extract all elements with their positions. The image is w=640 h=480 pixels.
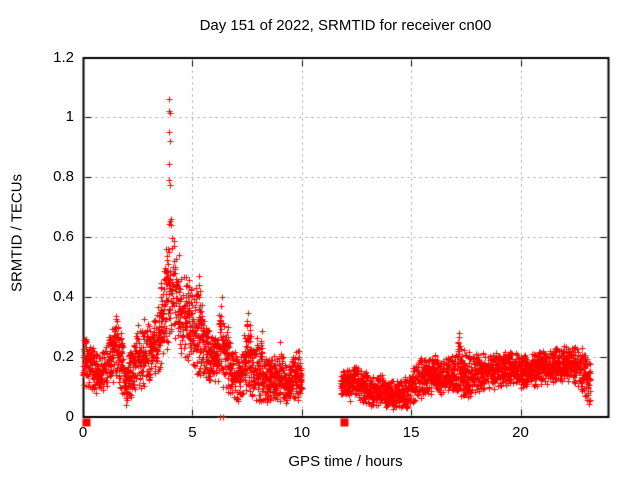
x-tick-label: 20 xyxy=(512,424,529,441)
y-tick-label: 0.6 xyxy=(53,228,74,245)
y-axis-label: SRMTID / TECUs xyxy=(8,173,26,293)
x-tick-label: 0 xyxy=(78,424,88,441)
y-tick-label: 1.2 xyxy=(53,48,74,66)
y-tick-label: 0.8 xyxy=(53,168,74,186)
y-tick-label: 1 xyxy=(65,108,74,126)
x-tick-label: 5 xyxy=(188,424,197,441)
x-axis-label: GPS time / hours xyxy=(288,453,403,470)
y-tick-label: 0.2 xyxy=(53,347,74,365)
y-tick-label: 0.4 xyxy=(53,287,74,305)
chart-title: Day 151 of 2022, SRMTID for receiver cn0… xyxy=(199,17,492,34)
x-tick-label: 10 xyxy=(293,424,311,441)
y-tick-label: 0 xyxy=(65,407,74,425)
x-tick-label: 15 xyxy=(402,424,420,441)
